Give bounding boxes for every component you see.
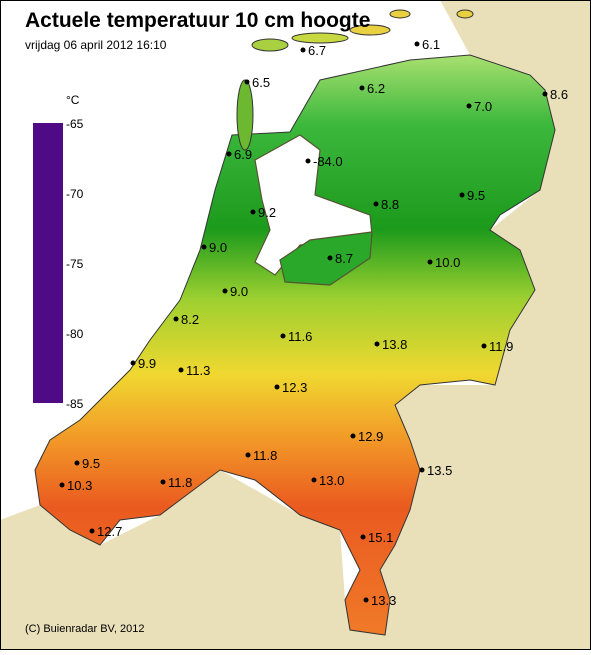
station-value: -84.0 bbox=[313, 154, 343, 169]
station-dot bbox=[280, 333, 286, 339]
station-dot bbox=[244, 79, 250, 85]
station-value: 15.1 bbox=[368, 530, 393, 545]
station-dot bbox=[201, 244, 207, 250]
station-dot bbox=[130, 360, 136, 366]
station-dot bbox=[89, 528, 95, 534]
station-dot bbox=[300, 47, 306, 53]
island bbox=[251, 38, 289, 52]
station-value: 8.8 bbox=[381, 197, 399, 212]
station-value: 12.7 bbox=[97, 524, 122, 539]
island bbox=[389, 9, 411, 19]
station-dot bbox=[250, 209, 256, 215]
colorbar bbox=[33, 123, 63, 403]
station-dot bbox=[59, 482, 65, 488]
station-value: 9.2 bbox=[258, 205, 276, 220]
netherlands bbox=[34, 54, 556, 636]
station-dot bbox=[374, 341, 380, 347]
station-dot bbox=[160, 479, 166, 485]
legend-tick: -70 bbox=[66, 187, 84, 201]
station-value: 8.2 bbox=[181, 312, 199, 327]
station-dot bbox=[226, 151, 232, 157]
station-value: 10.0 bbox=[435, 255, 460, 270]
station-value: 6.1 bbox=[422, 37, 440, 52]
station-value: 13.5 bbox=[427, 463, 452, 478]
station-value: 9.0 bbox=[230, 284, 248, 299]
station-dot bbox=[466, 103, 472, 109]
station-dot bbox=[363, 597, 369, 603]
station-value: 10.3 bbox=[67, 478, 92, 493]
station-dot bbox=[173, 316, 179, 322]
station-dot bbox=[427, 259, 433, 265]
station-value: 6.9 bbox=[234, 147, 252, 162]
station-dot bbox=[311, 477, 317, 483]
station-dot bbox=[178, 367, 184, 373]
station-value: 11.9 bbox=[489, 339, 513, 354]
flevoland bbox=[279, 231, 373, 286]
station-dot bbox=[373, 201, 379, 207]
station-value: 6.7 bbox=[308, 43, 326, 58]
station-dot bbox=[350, 433, 356, 439]
station-value: 6.2 bbox=[367, 81, 385, 96]
station-dot bbox=[481, 343, 487, 349]
station-value: 9.0 bbox=[209, 240, 227, 255]
island bbox=[456, 9, 474, 19]
station-value: 7.0 bbox=[474, 99, 492, 114]
station-value: 11.8 bbox=[168, 475, 192, 490]
station-value: 12.9 bbox=[358, 429, 383, 444]
island bbox=[291, 32, 349, 44]
station-dot bbox=[542, 91, 548, 97]
station-dot bbox=[414, 41, 420, 47]
station-dot bbox=[222, 288, 228, 294]
station-value: 13.0 bbox=[319, 473, 344, 488]
station-value: 11.8 bbox=[253, 448, 277, 463]
legend-tick: -85 bbox=[66, 397, 84, 411]
legend-tick: -65 bbox=[66, 117, 84, 131]
island bbox=[236, 79, 254, 151]
station-value: 6.5 bbox=[252, 75, 270, 90]
station-value: 12.3 bbox=[282, 380, 307, 395]
legend-tick: -75 bbox=[66, 257, 84, 271]
island bbox=[349, 24, 391, 36]
station-dot bbox=[327, 255, 333, 261]
station-dot bbox=[419, 467, 425, 473]
station-dot bbox=[459, 192, 465, 198]
station-dot bbox=[74, 460, 80, 466]
timestamp: vrijdag 06 april 2012 16:10 bbox=[25, 38, 167, 52]
copyright: (C) Buienradar BV, 2012 bbox=[25, 623, 144, 635]
station-value: 9.5 bbox=[82, 456, 100, 471]
station-value: 13.8 bbox=[382, 337, 407, 352]
station-value: 8.7 bbox=[335, 251, 353, 266]
station-value: 9.9 bbox=[138, 356, 156, 371]
station-value: 9.5 bbox=[467, 188, 485, 203]
station-value: 13.3 bbox=[371, 593, 396, 608]
station-dot bbox=[359, 85, 365, 91]
title: Actuele temperatuur 10 cm hoogte bbox=[25, 9, 370, 32]
station-value: 11.6 bbox=[288, 329, 312, 344]
station-dot bbox=[274, 384, 280, 390]
station-dot bbox=[305, 158, 311, 164]
legend-unit: °C bbox=[66, 93, 80, 107]
station-value: 11.3 bbox=[186, 363, 210, 378]
legend-tick: -80 bbox=[66, 327, 84, 341]
station-value: 8.6 bbox=[550, 87, 568, 102]
station-dot bbox=[245, 452, 251, 458]
station-dot bbox=[360, 534, 366, 540]
